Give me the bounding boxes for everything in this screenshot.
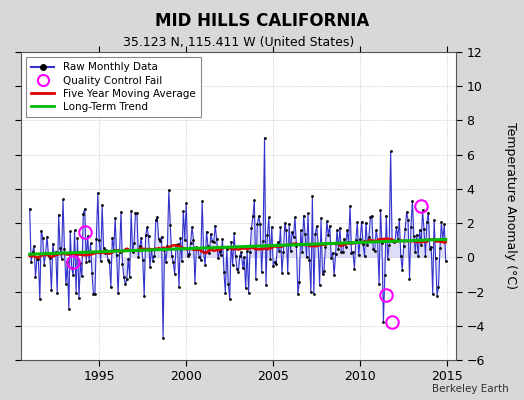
Text: MID HILLS CALIFORNIA: MID HILLS CALIFORNIA [155,12,369,30]
Legend: Raw Monthly Data, Quality Control Fail, Five Year Moving Average, Long-Term Tren: Raw Monthly Data, Quality Control Fail, … [26,57,201,117]
Title: 35.123 N, 115.411 W (United States): 35.123 N, 115.411 W (United States) [123,36,354,50]
Text: Berkeley Earth: Berkeley Earth [432,384,508,394]
Y-axis label: Temperature Anomaly (°C): Temperature Anomaly (°C) [504,122,517,290]
